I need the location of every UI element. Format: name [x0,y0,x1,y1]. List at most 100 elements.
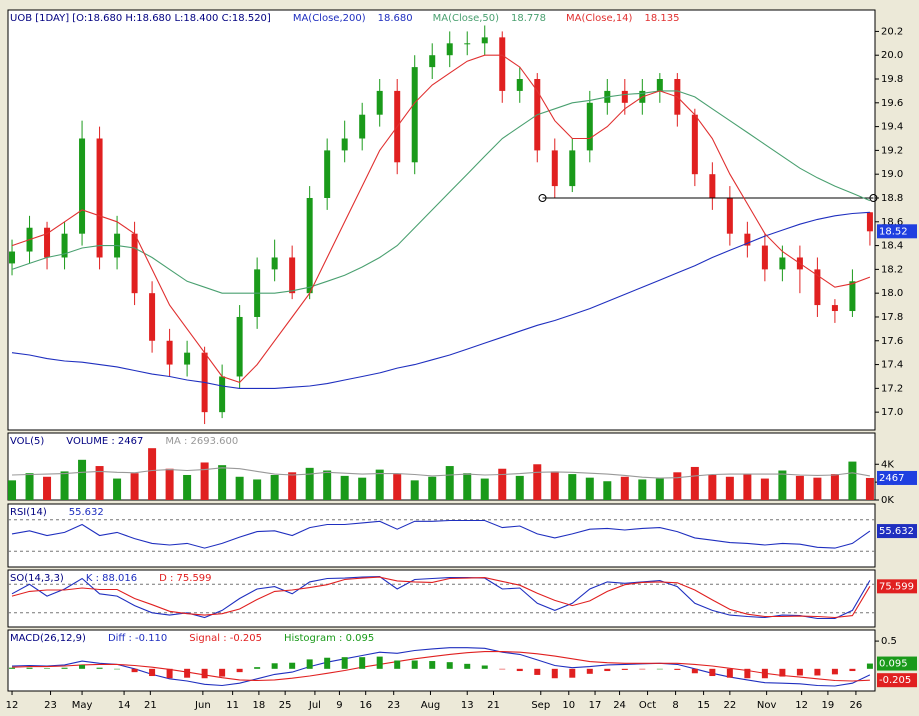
legend-value: 18.778 [511,13,546,24]
series-line [11,467,870,479]
candle-body [779,257,786,270]
series-line [11,651,870,682]
legend-name: Signal : -0.205 [189,633,262,644]
panel-frame [7,503,876,568]
candle-body [289,257,296,294]
x-tick-label: 17 [589,700,602,711]
last-value-label: 18.52 [879,226,908,237]
legend-name: Diff : -0.110 [108,633,167,644]
candle-body [184,352,191,365]
x-tick-label: 12 [795,700,808,711]
panel-title: VOL(5) [10,436,44,447]
histogram-bar [254,667,261,669]
histogram-bar [9,667,16,669]
x-tick-label: 26 [850,700,863,711]
x-tick-label: Nov [757,700,777,711]
histogram-bar [499,668,506,670]
panel-frame [7,9,876,431]
candle-body [726,197,733,234]
histogram-bar [709,668,716,677]
volume-bar [778,470,787,500]
histogram-bar [691,668,698,674]
x-tick-label: Aug [421,700,441,711]
candle-body [744,233,751,246]
candle-body [411,67,418,163]
volume-bar [725,476,734,500]
volume-bar [498,468,507,500]
series-line [11,519,871,549]
legend-name: D : 75.599 [159,573,211,584]
candle-body [359,114,366,139]
histogram-bar [359,657,366,669]
candle-body [586,102,593,151]
candle-body [96,138,103,258]
volume-bar [673,472,682,500]
histogram-bar [341,657,348,669]
histogram-bar [464,663,471,669]
volume-bar [323,470,332,500]
volume-bar [533,464,542,500]
volume-bar [270,474,279,500]
histogram-bar [674,668,681,670]
series-line [11,576,871,619]
x-tick-label: 24 [613,700,626,711]
histogram-bar [184,668,191,678]
volume-bar [393,474,402,500]
x-tick-label: 19 [822,700,835,711]
histogram-bar [796,668,803,676]
candle-body [621,90,628,103]
candle-body [481,37,488,44]
histogram-bar [551,668,558,679]
last-value-label: -0.205 [879,675,911,686]
volume-bar [585,477,594,500]
legend-value: 18.680 [378,13,413,24]
volume-bar [620,476,629,500]
volume-bar [445,466,454,500]
volume-bar [288,472,297,500]
candle-body [569,150,576,187]
volume-bar [480,478,489,500]
candle-body [691,114,698,175]
histogram-bar [114,668,121,670]
x-tick-label: 9 [336,700,342,711]
panel-title: MACD(26,12,9) [10,633,86,644]
histogram-bar [376,656,383,669]
volume-bar [43,476,52,500]
candle-body [499,37,506,91]
y-tick-label: 18.2 [881,264,903,275]
legend-name: VOLUME : 2467 [66,436,143,447]
legend-name: MA(Close,14) [566,13,633,24]
histogram-bar [656,668,663,670]
series-line [11,54,871,384]
last-value-box [877,579,917,594]
volume-bar [428,476,437,500]
histogram-bar [61,667,68,669]
histogram-bar [201,668,208,679]
histogram-bar [394,660,401,669]
x-tick-label: 25 [279,700,292,711]
candle-body [429,55,436,68]
panel-title: UOB [1DAY] [O:18.680 H:18.680 L:18.400 C… [10,13,271,24]
volume-bar [603,481,612,500]
histogram-bar [761,668,768,679]
y-tick-label: 19.0 [881,169,903,180]
y-tick-label: 17.4 [881,360,903,371]
last-value-box [877,524,917,539]
x-tick-label: 23 [387,700,400,711]
volume-bar [305,467,314,500]
histogram-bar [289,662,296,669]
x-tick-label: 13 [461,700,474,711]
x-tick-label: Jul [308,700,321,711]
y-tick-label: 19.6 [881,98,903,109]
volume-bar [865,477,874,500]
y-tick-label: 17.2 [881,383,903,394]
candle-body [166,340,173,365]
candle-body [44,227,51,258]
volume-bar [148,448,157,500]
volume-bar [743,474,752,500]
candle-body [149,293,156,341]
y-tick-label: 4K [881,459,894,470]
candle-body [761,245,768,270]
series-line [11,211,870,389]
histogram-bar [166,668,173,679]
